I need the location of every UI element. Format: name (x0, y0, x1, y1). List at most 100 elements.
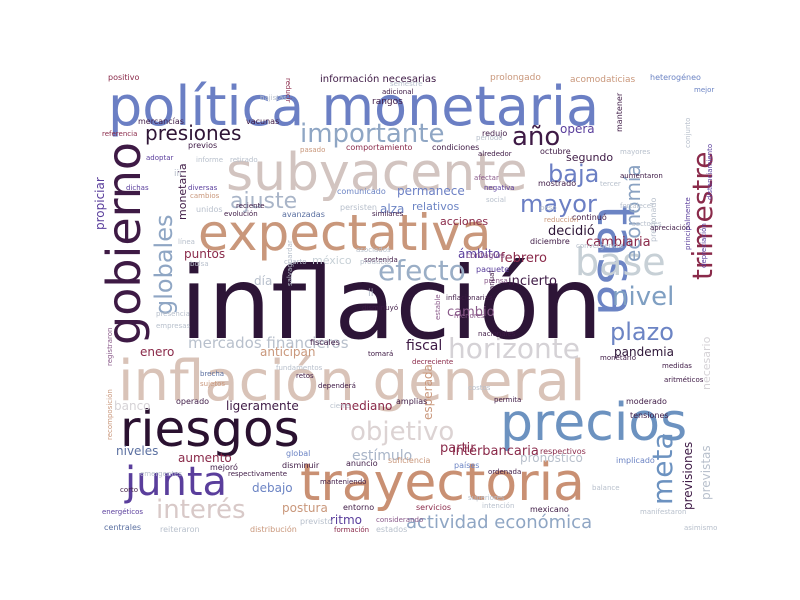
word-84: continuó (572, 212, 607, 222)
word-29: mercados financieros (188, 334, 349, 352)
word-9: gobierno (97, 142, 151, 345)
word-135: tercer (600, 180, 621, 188)
word-82: paquete (476, 265, 509, 274)
word-44: mediano (340, 399, 392, 413)
word-32: fiscal (406, 338, 442, 354)
word-54: permanece (397, 184, 465, 198)
word-172: reducir (284, 78, 292, 103)
word-74: vacunas (246, 117, 279, 126)
word-155: superiores (468, 494, 505, 502)
word-163: afectar (474, 174, 499, 182)
word-120: fiscales (310, 338, 340, 347)
word-28: actividad económica (406, 512, 592, 533)
word-64: banco (114, 399, 151, 413)
word-124: presencia (156, 310, 190, 318)
word-143: medidas (662, 362, 692, 370)
word-4: expectativa (198, 204, 491, 262)
word-175: retirado (230, 156, 258, 164)
word-52: previstas (699, 445, 713, 500)
word-41: aumento (178, 451, 232, 465)
word-191: estable (434, 294, 442, 320)
word-46: puntos (184, 247, 225, 261)
word-154: intención (482, 502, 514, 510)
word-183: cuarto (284, 258, 306, 266)
word-134: aumentaron (620, 172, 663, 180)
word-187: depreciación (700, 223, 708, 268)
word-97: disminuir (282, 461, 320, 470)
word-77: octubre (540, 147, 571, 156)
word-181: línea (178, 238, 195, 246)
word-129: dichas (126, 184, 149, 192)
word-160: asimismo (684, 524, 717, 532)
word-99: amplias (396, 397, 427, 406)
word-182: bolsa (190, 260, 209, 268)
word-92: implicado (616, 456, 655, 465)
word-58: segundo (566, 151, 613, 164)
word-171: peso (540, 204, 557, 212)
word-25: plazo (610, 318, 674, 346)
word-105: ii (368, 288, 374, 299)
word-60: postura (282, 501, 328, 515)
word-13: efecto (378, 254, 466, 287)
word-153: considerando (376, 516, 423, 524)
word-16: globales (150, 215, 178, 315)
word-96: global (286, 449, 310, 458)
word-168: convergencia (576, 242, 623, 250)
word-19: presiones (145, 121, 241, 145)
word-146: decreciente (412, 358, 453, 366)
word-73: mercancías (138, 117, 184, 126)
word-114: costos (468, 384, 491, 392)
word-111: tensiones (630, 411, 669, 420)
word-18: interés (156, 495, 246, 525)
word-178: período (476, 134, 503, 142)
word-159: balance (592, 484, 620, 492)
word-119: formación (334, 526, 369, 534)
word-173: mejor (694, 86, 714, 94)
word-113: cierre (330, 402, 350, 410)
word-110: retos (296, 372, 314, 380)
word-118: previsto (300, 517, 332, 526)
word-45: ligeramente (226, 399, 299, 413)
word-123: brecha (200, 370, 224, 378)
word-83: diciembre (530, 237, 570, 246)
word-5: trayectoria (300, 453, 585, 513)
word-89: distribución (250, 524, 297, 534)
word-12: horizonte (448, 332, 580, 365)
word-98: centrales (104, 523, 141, 532)
word-35: decidió (548, 224, 595, 239)
word-115: energéticos (102, 508, 143, 516)
word-109: mejoró (210, 462, 238, 472)
word-150: respectivamente (228, 470, 287, 478)
word-100: operado (176, 397, 209, 406)
word-190: fundamentos (276, 364, 323, 372)
word-68: prolongado (490, 73, 541, 83)
word-177: informe (196, 156, 223, 164)
word-179: reciente (236, 202, 265, 210)
word-39: ámbito (458, 247, 500, 261)
word-21: año (512, 122, 560, 152)
word-90: estados (376, 525, 407, 534)
word-88: entorno (343, 503, 374, 512)
word-50: pronóstico (520, 451, 583, 465)
word-176: adoptar (146, 154, 173, 162)
word-141: recomposición (106, 389, 114, 440)
word-94: suficiencia (388, 456, 431, 465)
word-112: dependerá (318, 382, 356, 390)
word-1: inflación general (118, 349, 585, 414)
word-122: sujetos (200, 380, 225, 388)
word-38: incierto (508, 274, 557, 289)
word-138: apreciación (650, 224, 690, 232)
word-26: meta (646, 432, 679, 505)
word-131: reducción (544, 216, 578, 224)
word-151: manteniendo (320, 478, 366, 486)
word-107: mantener (615, 92, 624, 132)
word-36: febrero (500, 251, 547, 266)
word-174: bajistas (260, 94, 287, 102)
word-108: presionado (649, 198, 658, 242)
word-0: inflación (180, 245, 603, 362)
word-78: comunicado (337, 187, 386, 196)
word-116: corto (120, 486, 138, 494)
word-37: cambio (447, 305, 495, 320)
word-144: monetario (600, 354, 636, 362)
